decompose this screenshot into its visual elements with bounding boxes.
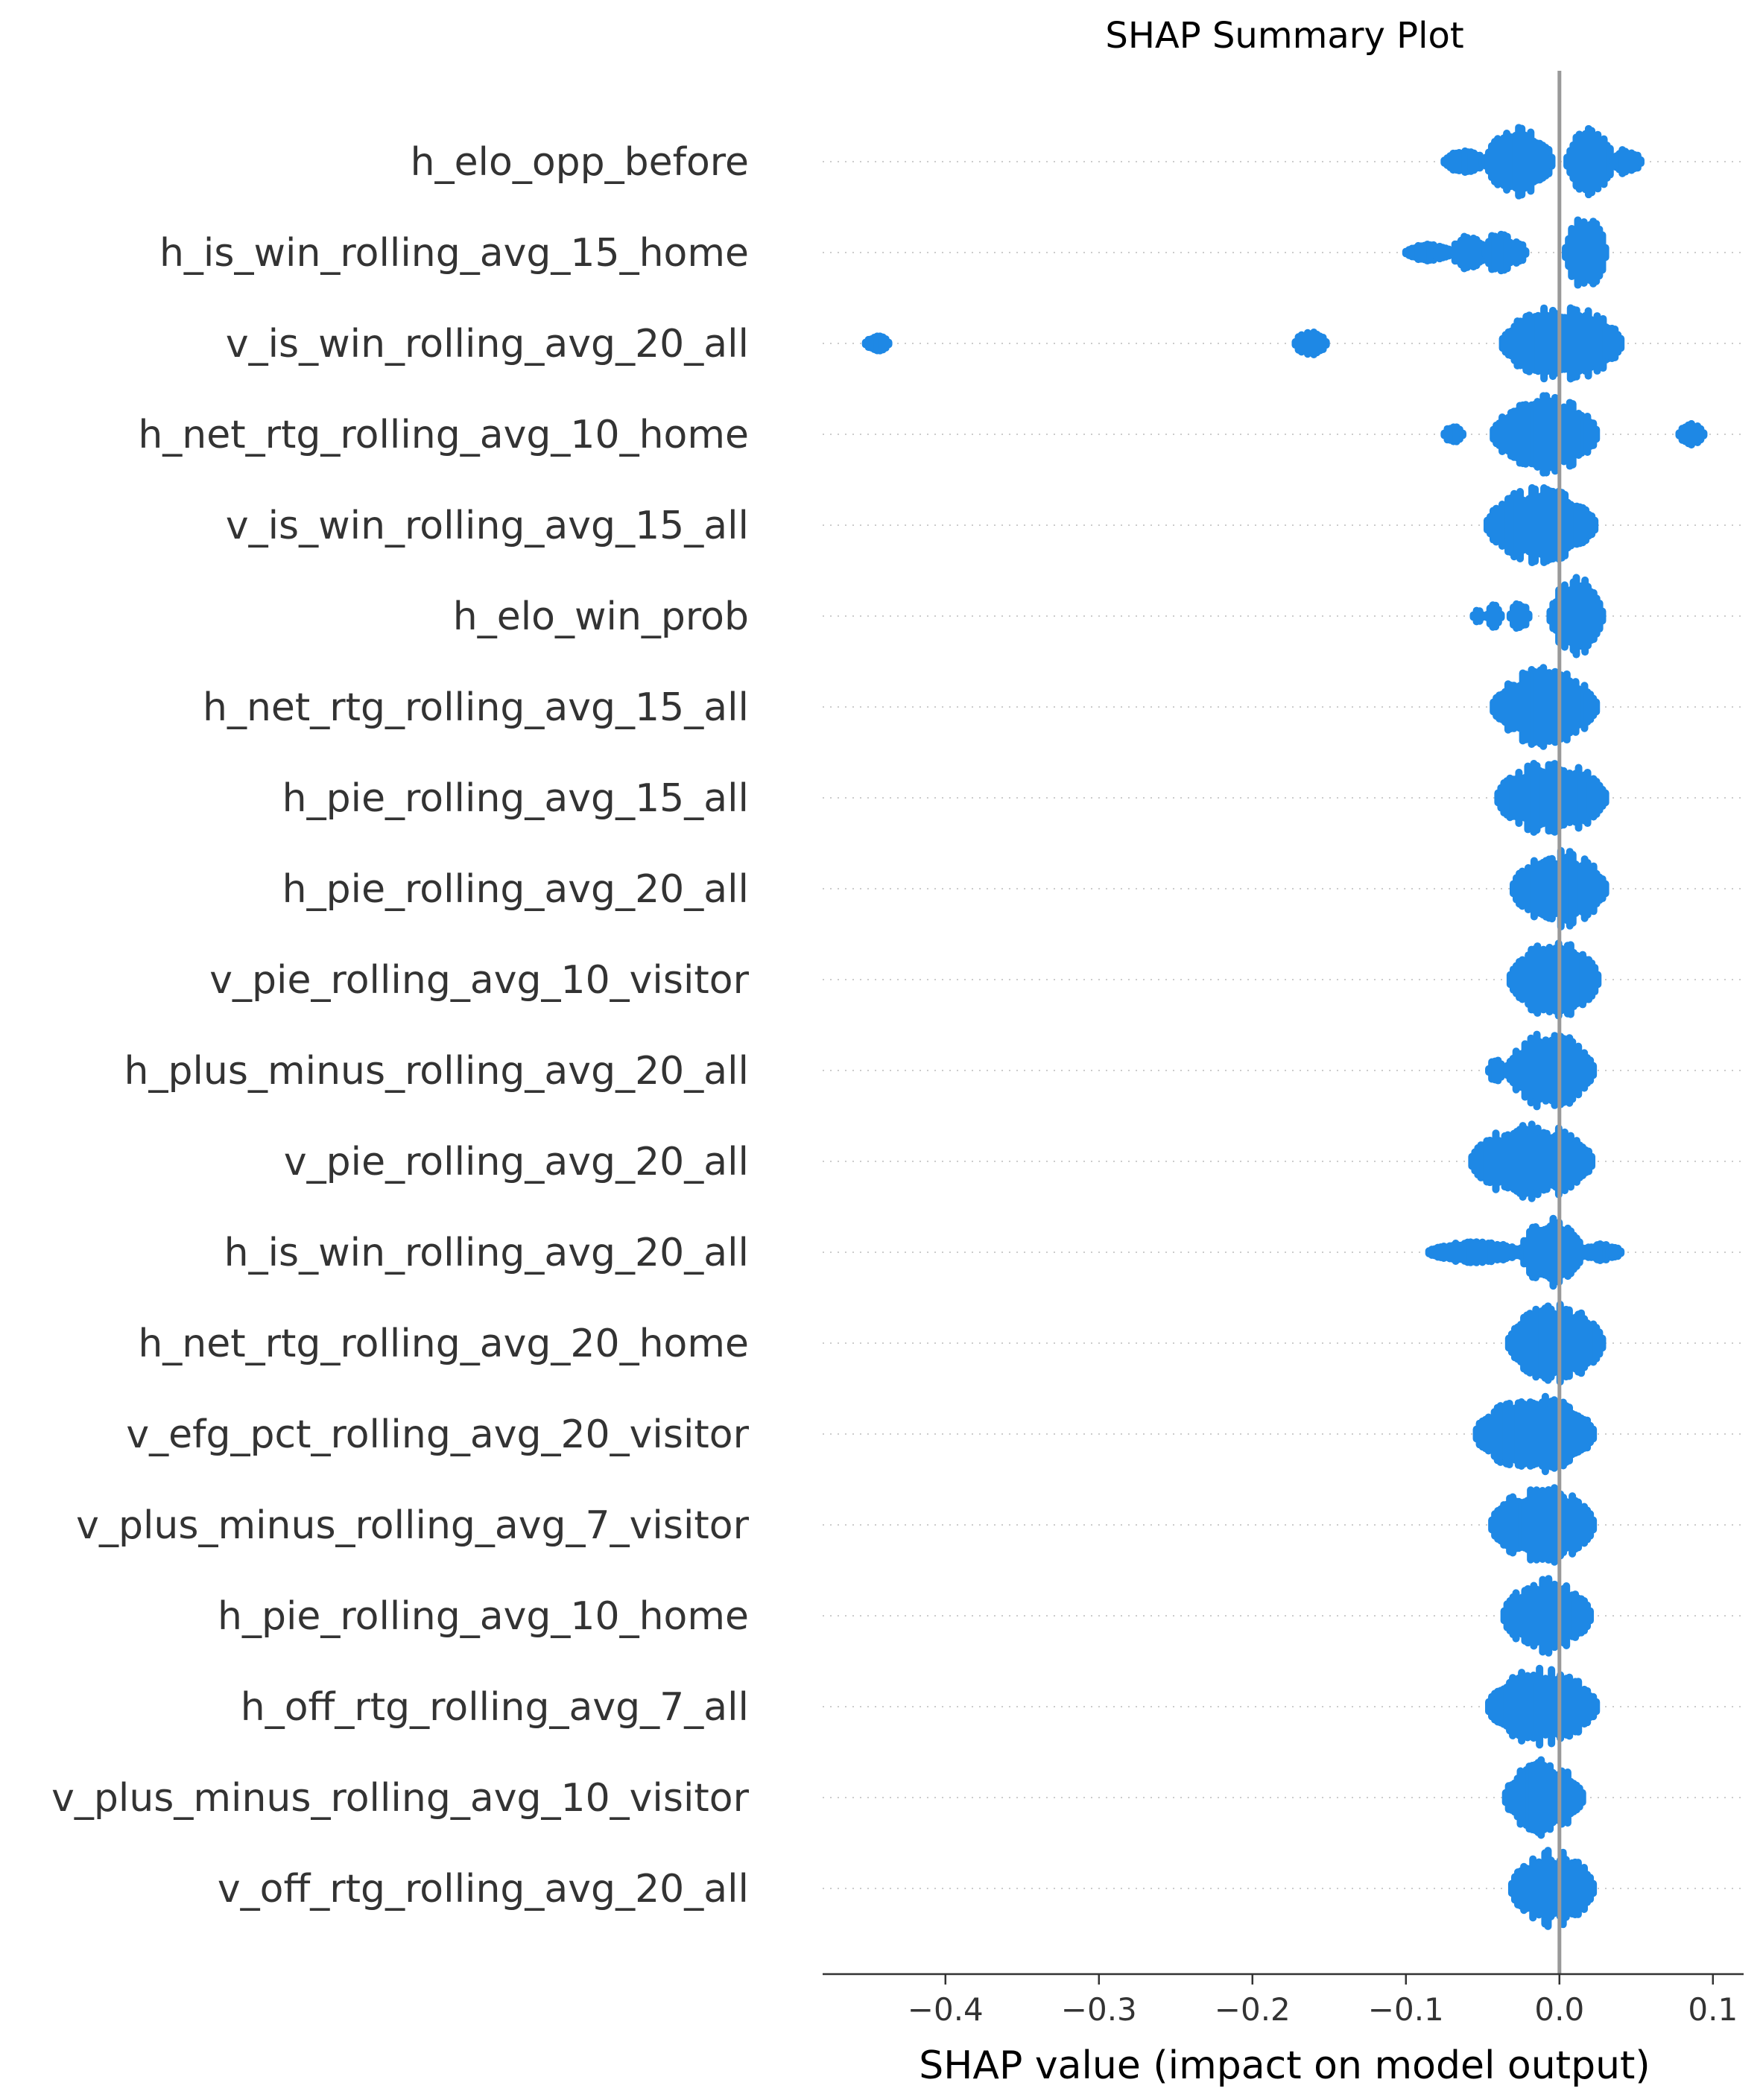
shap-point	[1497, 610, 1505, 622]
shap-point	[884, 338, 893, 349]
x-ticks: −0.4 −0.3 −0.2 −0.1 0.0 0.1	[908, 1974, 1738, 2028]
feature-label: v_plus_minus_rolling_avg_7_visitor	[76, 1503, 749, 1548]
grid-lines	[823, 161, 1744, 1889]
shap-point	[1586, 1607, 1594, 1625]
shap-point	[1598, 1334, 1607, 1352]
shap-point	[1601, 880, 1610, 898]
data-points	[861, 124, 1708, 1930]
x-tick-label: 0.1	[1688, 1991, 1738, 2028]
shap-point	[1594, 971, 1602, 989]
feature-label: v_efg_pct_rolling_avg_20_visitor	[126, 1412, 749, 1457]
shap-point	[1592, 1698, 1601, 1716]
shap-point	[1700, 429, 1708, 440]
shap-point	[1578, 1789, 1586, 1806]
feature-label: h_is_win_rolling_avg_20_all	[224, 1231, 749, 1275]
feature-label: h_net_rtg_rolling_avg_20_home	[138, 1322, 749, 1366]
feature-label: v_is_win_rolling_avg_20_all	[226, 322, 749, 367]
feature-label: v_pie_rolling_avg_20_all	[284, 1140, 749, 1184]
feature-label: v_plus_minus_rolling_avg_10_visitor	[51, 1776, 750, 1821]
feature-label: h_pie_rolling_avg_10_home	[218, 1594, 749, 1639]
feature-labels: h_elo_opp_before h_is_win_rolling_avg_15_…	[51, 140, 750, 1912]
shap-point	[1589, 1879, 1598, 1897]
x-tick-label: −0.1	[1368, 1991, 1444, 2028]
shap-point	[1636, 156, 1645, 168]
shap-point	[1598, 607, 1607, 625]
feature-label: h_is_win_rolling_avg_15_home	[159, 231, 749, 276]
x-tick-label: −0.3	[1061, 1991, 1137, 2028]
shap-point	[1617, 334, 1625, 352]
shap-point	[1548, 153, 1556, 170]
shap-point	[1525, 610, 1533, 622]
shap-point	[1322, 337, 1330, 349]
feature-label: h_elo_win_prob	[453, 594, 749, 639]
x-tick-label: 0.0	[1534, 1991, 1584, 2028]
feature-label: v_is_win_rolling_avg_15_all	[226, 504, 749, 548]
shap-point	[1588, 1152, 1596, 1170]
shap-point	[1601, 244, 1610, 261]
shap-point	[1522, 247, 1530, 258]
shap-point	[1589, 1516, 1598, 1534]
feature-label: h_pie_rolling_avg_15_all	[282, 776, 749, 821]
shap-point	[1459, 429, 1467, 440]
feature-label: h_plus_minus_rolling_avg_20_all	[124, 1049, 750, 1094]
shap-point	[1592, 698, 1601, 716]
shap-point	[1589, 1062, 1598, 1079]
feature-label: h_elo_opp_before	[411, 140, 749, 185]
feature-label: h_net_rtg_rolling_avg_15_all	[203, 685, 749, 730]
chart-title: SHAP Summary Plot	[1105, 15, 1463, 57]
feature-label: v_pie_rolling_avg_10_visitor	[209, 958, 749, 1003]
x-tick-label: −0.2	[1215, 1991, 1291, 2028]
feature-label: h_pie_rolling_avg_20_all	[282, 867, 749, 912]
shap-point	[1589, 1425, 1598, 1443]
feature-label: h_net_rtg_rolling_avg_10_home	[138, 413, 749, 457]
feature-label: h_off_rtg_rolling_avg_7_all	[241, 1685, 749, 1730]
shap-point	[1601, 789, 1610, 807]
shap-point	[1617, 1247, 1625, 1257]
feature-label: v_off_rtg_rolling_avg_20_all	[218, 1867, 749, 1912]
shap-point	[1592, 425, 1601, 443]
x-tick-label: −0.4	[908, 1991, 984, 2028]
shap-point	[1591, 516, 1599, 534]
x-axis-label: SHAP value (impact on model output)	[919, 2043, 1650, 2088]
